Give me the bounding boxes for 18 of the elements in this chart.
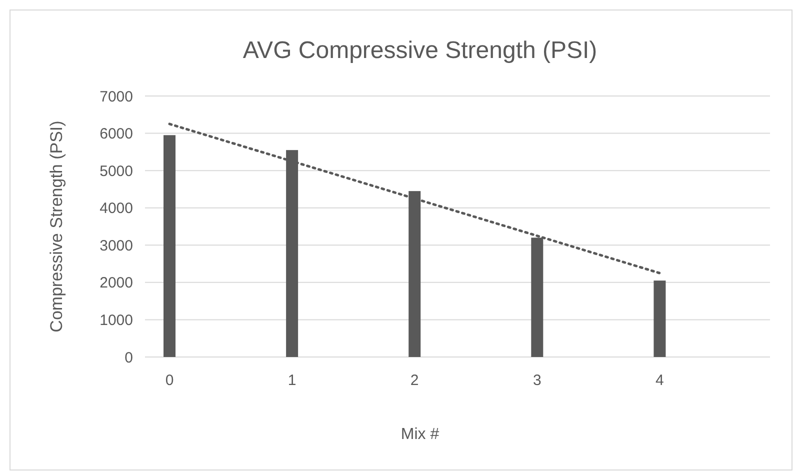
bar bbox=[654, 280, 666, 357]
chart-title: AVG Compressive Strength (PSI) bbox=[242, 37, 598, 64]
y-tick-label: 3000 bbox=[100, 237, 133, 254]
x-axis-title: Mix # bbox=[400, 426, 440, 443]
x-tick-label: 2 bbox=[410, 372, 419, 389]
x-tick-label: 0 bbox=[165, 372, 174, 389]
x-tick-label: 3 bbox=[532, 372, 542, 389]
y-tick-label: 0 bbox=[124, 349, 133, 366]
y-tick-label: 5000 bbox=[100, 162, 133, 180]
y-tick-label: 6000 bbox=[100, 126, 133, 143]
y-tick-label: 7000 bbox=[100, 88, 133, 106]
y-axis-title: Compressive Strength (PSI) bbox=[47, 120, 66, 332]
bar bbox=[164, 135, 176, 357]
x-tick-label: 1 bbox=[288, 372, 296, 389]
y-tick-label: 4000 bbox=[100, 200, 133, 218]
y-tick-label: 1000 bbox=[100, 312, 133, 329]
x-tick-label: 4 bbox=[656, 372, 664, 389]
y-tick-label: 2000 bbox=[100, 274, 133, 292]
